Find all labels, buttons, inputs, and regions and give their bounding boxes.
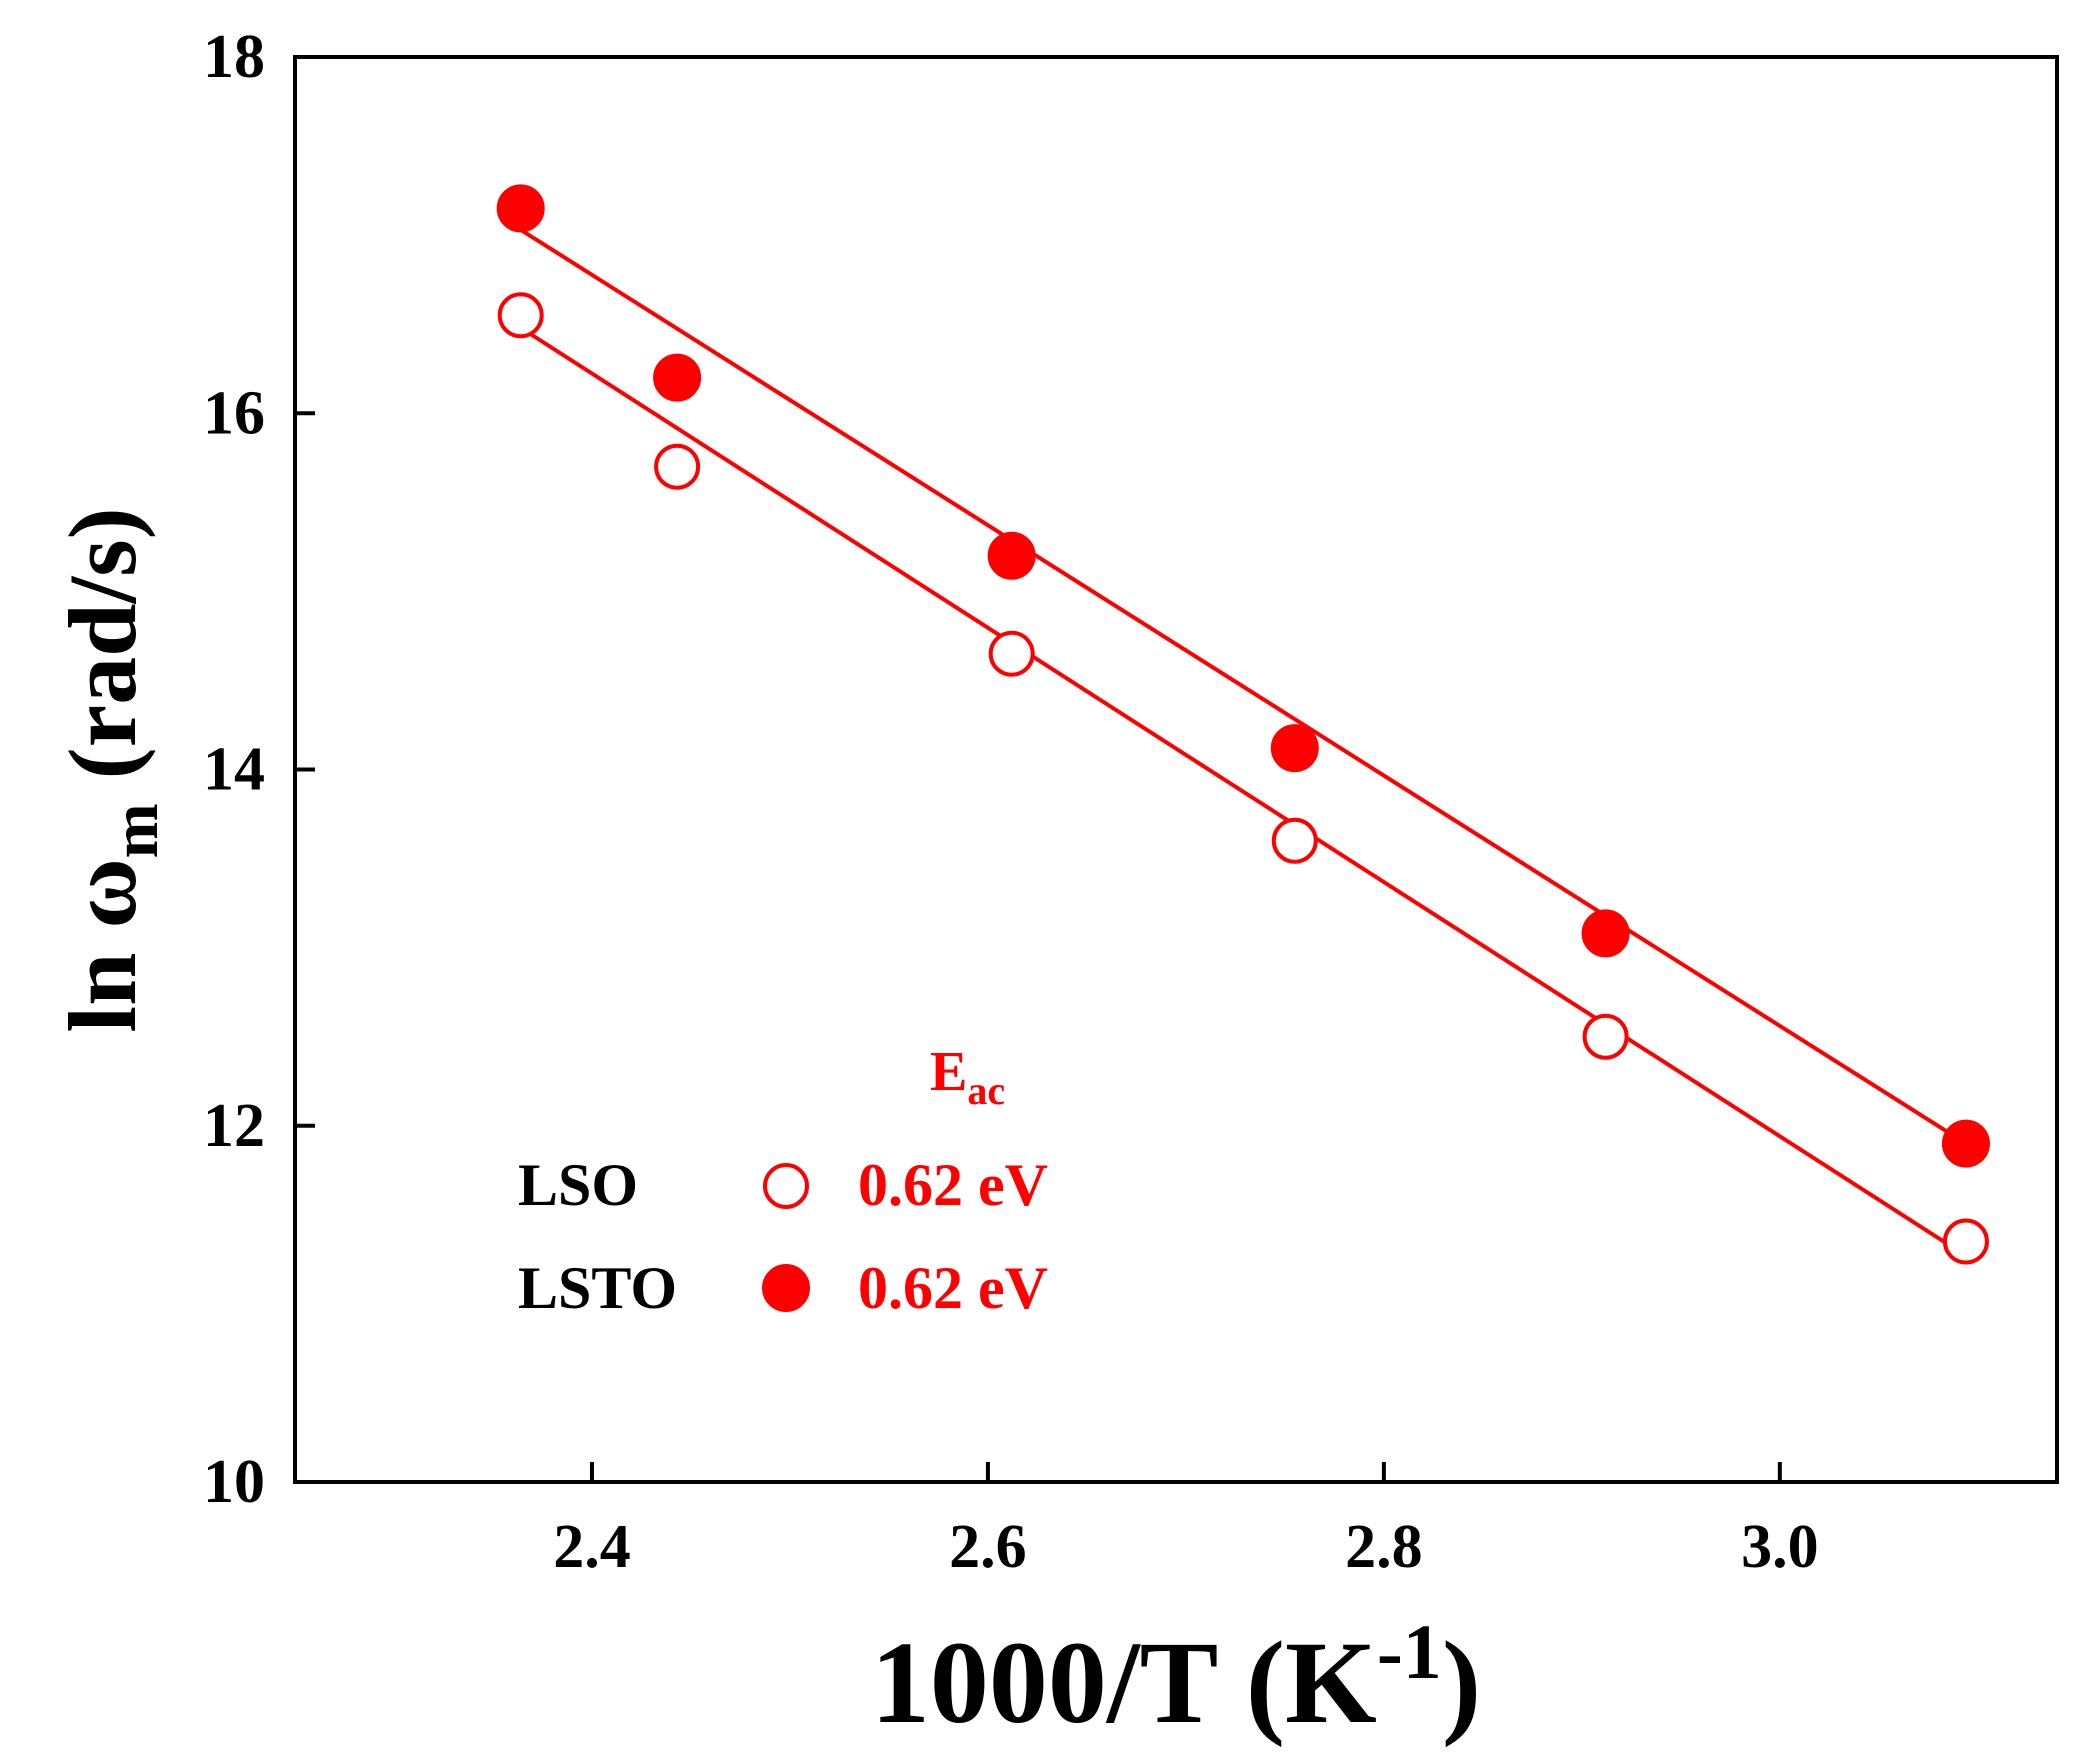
fit-lines	[519, 228, 1968, 1258]
legend-label-lsto: LSTO	[518, 1255, 677, 1321]
legend-header-sub: ac	[967, 1068, 1005, 1113]
legend-marker-lsto	[762, 1264, 810, 1312]
data-point-lso	[497, 292, 544, 339]
data-point-lsto	[653, 353, 702, 402]
legend-label-lso: LSO	[518, 1152, 638, 1218]
legend-marker-lso	[763, 1163, 809, 1209]
data-point-lso	[654, 443, 701, 490]
data-point-lso	[988, 630, 1035, 677]
y-axis-label-sub: m	[99, 803, 172, 858]
y-tick-label: 12	[203, 1092, 265, 1160]
y-axis-label-prefix: ln ω	[49, 858, 156, 1032]
x-axis-label-sup: -1	[1377, 1608, 1442, 1695]
x-axis: 2.4 2.6 2.8 3.0	[553, 1462, 1819, 1581]
legend-value-lso: 0.62 eV	[858, 1152, 1048, 1218]
legend-header-main: E	[930, 1041, 967, 1103]
x-tick-label: 2.6	[949, 1513, 1027, 1581]
data-point-lsto	[1941, 1119, 1990, 1168]
data-point-lso	[1942, 1218, 1989, 1265]
data-point-lsto	[496, 184, 545, 233]
legend-value-lsto: 0.62 eV	[858, 1255, 1048, 1321]
y-tick-label: 18	[203, 23, 265, 91]
y-tick-label: 14	[203, 736, 265, 804]
data-point-lso	[1271, 817, 1318, 864]
data-point-lso	[1582, 1013, 1629, 1060]
legend-header: Eac	[930, 1041, 1005, 1113]
data-markers	[496, 184, 1990, 1265]
x-tick-label: 2.4	[553, 1513, 631, 1581]
y-tick-label: 10	[203, 1448, 265, 1516]
legend: Eac LSO 0.62 eV LSTO 0.62 eV	[518, 1041, 1048, 1321]
x-tick-label: 3.0	[1741, 1513, 1819, 1581]
y-axis-label-suffix: (rad/s)	[49, 507, 156, 803]
x-axis-label: 1000/T (K-1)	[871, 1608, 1481, 1748]
y-axis: 10 12 14 16 18	[203, 23, 315, 1516]
fit-line-lsto	[519, 228, 1967, 1146]
data-point-lsto	[987, 531, 1036, 580]
x-tick-label: 2.8	[1345, 1513, 1423, 1581]
data-point-lsto	[1270, 724, 1319, 773]
x-axis-label-end: )	[1442, 1617, 1481, 1748]
x-axis-label-main: 1000/T (K	[871, 1617, 1377, 1748]
fit-line-lso	[519, 326, 1968, 1258]
y-tick-label: 16	[203, 379, 265, 447]
data-point-lsto	[1581, 909, 1630, 958]
y-axis-label: ln ωm (rad/s)	[49, 507, 172, 1032]
